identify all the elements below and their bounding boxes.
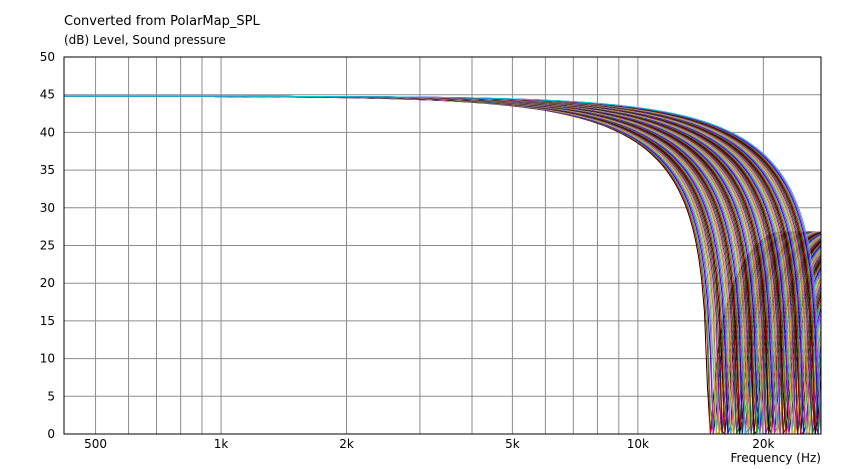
x-tick-label: 5k [505, 437, 520, 451]
x-tick-label: 20k [752, 437, 774, 451]
plot-frame [63, 56, 822, 435]
y-tick-label: 15 [40, 314, 55, 328]
x-axis-label: Frequency (Hz) [731, 451, 822, 465]
x-tick-label: 2k [339, 437, 354, 451]
chart-title: Converted from PolarMap_SPL [64, 14, 260, 29]
y-tick-label: 50 [40, 50, 55, 64]
y-tick-label: 0 [47, 427, 55, 441]
y-tick-label: 30 [40, 201, 55, 215]
y-tick-label: 40 [40, 125, 55, 139]
x-tick-labels: 500 1k 2k 5k 10k 20k [84, 437, 774, 451]
y-axis-label: (dB) Level, Sound pressure [64, 33, 226, 47]
x-tick-label: 10k [627, 437, 649, 451]
y-tick-label: 35 [40, 163, 55, 177]
y-tick-label: 25 [40, 239, 55, 253]
y-tick-label: 45 [40, 88, 55, 102]
series-line [64, 95, 822, 435]
series-lines [63, 95, 822, 436]
y-tick-label: 10 [40, 352, 55, 366]
x-tick-label: 1k [214, 437, 229, 451]
y-tick-labels: 0 5 10 15 20 25 30 35 40 45 50 [40, 50, 55, 441]
y-tick-label: 5 [47, 389, 55, 403]
x-tick-label: 500 [84, 437, 107, 451]
y-tick-label: 20 [40, 276, 55, 290]
